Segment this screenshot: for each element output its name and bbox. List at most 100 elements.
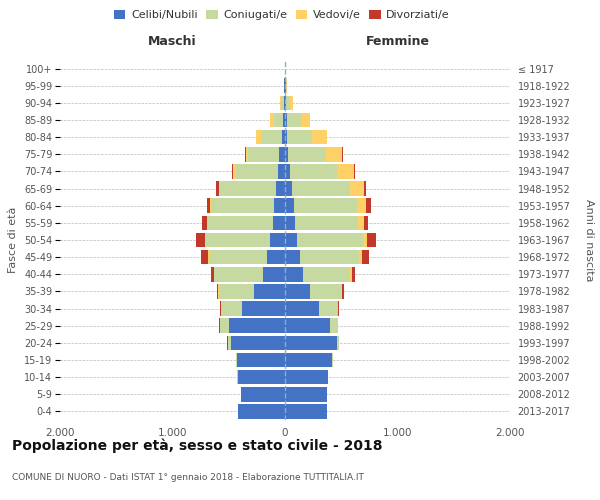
- Bar: [262, 130, 281, 144]
- Bar: [285, 318, 330, 333]
- Bar: [202, 216, 207, 230]
- Bar: [233, 164, 235, 178]
- Bar: [341, 284, 343, 298]
- Text: COMUNE DI NUORO - Dati ISTAT 1° gennaio 2018 - Elaborazione TUTTITALIA.IT: COMUNE DI NUORO - Dati ISTAT 1° gennaio …: [12, 473, 364, 482]
- Bar: [319, 302, 338, 316]
- Bar: [350, 182, 364, 196]
- Bar: [366, 198, 371, 213]
- Bar: [278, 164, 285, 178]
- Bar: [208, 216, 272, 230]
- Bar: [285, 182, 292, 196]
- Bar: [232, 164, 233, 178]
- Bar: [267, 250, 285, 264]
- Bar: [337, 336, 339, 350]
- Bar: [287, 130, 312, 144]
- Bar: [285, 404, 326, 418]
- Bar: [245, 147, 248, 162]
- Bar: [299, 250, 359, 264]
- Bar: [214, 267, 263, 281]
- Bar: [285, 284, 310, 298]
- Bar: [364, 216, 368, 230]
- Bar: [285, 96, 286, 110]
- Bar: [211, 198, 274, 213]
- Bar: [205, 232, 271, 248]
- Bar: [285, 370, 328, 384]
- Bar: [295, 216, 358, 230]
- Bar: [301, 112, 310, 128]
- Bar: [242, 302, 285, 316]
- Text: Femmine: Femmine: [365, 35, 430, 48]
- Bar: [357, 198, 366, 213]
- Bar: [218, 284, 254, 298]
- Bar: [310, 284, 341, 298]
- Bar: [283, 112, 285, 128]
- Bar: [285, 164, 290, 178]
- Bar: [285, 387, 326, 402]
- Bar: [290, 164, 337, 178]
- Bar: [271, 232, 285, 248]
- Bar: [263, 267, 285, 281]
- Bar: [285, 336, 337, 350]
- Bar: [241, 387, 285, 402]
- Bar: [294, 198, 357, 213]
- Bar: [274, 112, 283, 128]
- Bar: [218, 182, 220, 196]
- Bar: [271, 112, 274, 128]
- Bar: [236, 352, 285, 368]
- Bar: [221, 302, 242, 316]
- Bar: [284, 96, 285, 110]
- Bar: [201, 250, 208, 264]
- Bar: [285, 112, 287, 128]
- Bar: [330, 318, 338, 333]
- Bar: [217, 284, 218, 298]
- Bar: [364, 182, 366, 196]
- Bar: [248, 147, 280, 162]
- Bar: [256, 130, 262, 144]
- Bar: [325, 147, 343, 162]
- Bar: [298, 232, 362, 248]
- Bar: [280, 147, 285, 162]
- Bar: [285, 302, 319, 316]
- Bar: [303, 267, 350, 281]
- Bar: [343, 284, 344, 298]
- Bar: [358, 216, 364, 230]
- Bar: [290, 96, 293, 110]
- Text: Popolazione per età, sesso e stato civile - 2018: Popolazione per età, sesso e stato civil…: [12, 438, 383, 453]
- Bar: [292, 182, 350, 196]
- Bar: [352, 267, 355, 281]
- Bar: [231, 336, 285, 350]
- Bar: [281, 96, 284, 110]
- Bar: [285, 216, 295, 230]
- Bar: [285, 130, 287, 144]
- Bar: [362, 250, 369, 264]
- Bar: [285, 198, 294, 213]
- Bar: [274, 198, 285, 213]
- Bar: [367, 232, 376, 248]
- Bar: [281, 130, 285, 144]
- Bar: [286, 96, 290, 110]
- Bar: [289, 147, 325, 162]
- Bar: [285, 147, 289, 162]
- Bar: [220, 318, 229, 333]
- Bar: [254, 284, 285, 298]
- Bar: [285, 232, 298, 248]
- Bar: [362, 232, 367, 248]
- Bar: [285, 352, 332, 368]
- Bar: [220, 182, 276, 196]
- Bar: [350, 267, 352, 281]
- Legend: Celibi/Nubili, Coniugati/e, Vedovi/e, Divorziati/e: Celibi/Nubili, Coniugati/e, Vedovi/e, Di…: [110, 6, 454, 25]
- Bar: [229, 318, 285, 333]
- Y-axis label: Fasce di età: Fasce di età: [8, 207, 19, 273]
- Bar: [211, 267, 214, 281]
- Bar: [285, 250, 299, 264]
- Bar: [332, 352, 334, 368]
- Bar: [353, 164, 355, 178]
- Bar: [238, 370, 285, 384]
- Bar: [285, 267, 303, 281]
- Bar: [235, 352, 236, 368]
- Bar: [312, 130, 326, 144]
- Bar: [207, 198, 210, 213]
- Bar: [272, 216, 285, 230]
- Bar: [217, 182, 218, 196]
- Bar: [287, 112, 301, 128]
